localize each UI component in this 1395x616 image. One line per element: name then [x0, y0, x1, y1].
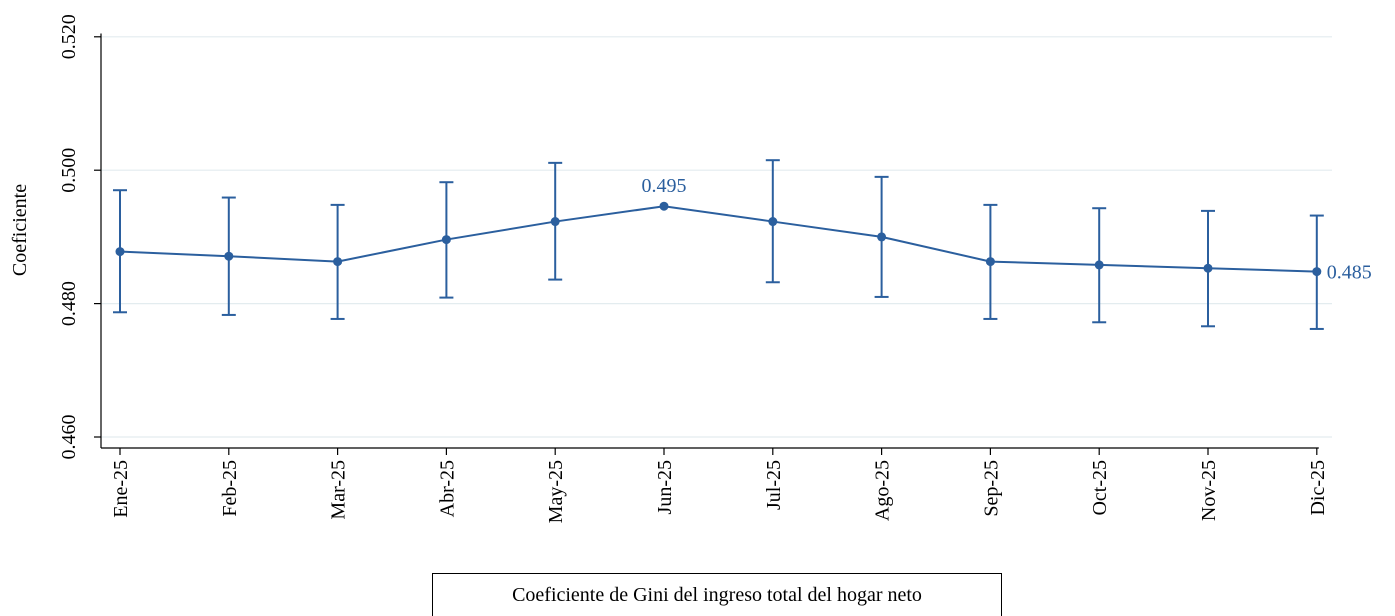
- data-point: [659, 201, 669, 211]
- x-tick-label: Abr-25: [436, 460, 458, 517]
- y-ticks: 0.460 0.480 0.500 0.520: [58, 14, 101, 460]
- x-tick-label: Feb-25: [219, 460, 241, 517]
- data-point: [1312, 267, 1322, 277]
- x-tick-label: Nov-25: [1198, 460, 1220, 521]
- data-point: [768, 217, 778, 227]
- x-tick-label: Jun-25: [654, 460, 676, 514]
- series-line: [119, 205, 1317, 273]
- y-tick-label: 0.520: [58, 14, 80, 59]
- data-point: [985, 257, 995, 267]
- y-tick-label: 0.460: [58, 415, 80, 460]
- y-axis-label: Coeficiente: [9, 184, 31, 276]
- x-tick-label: Dic-25: [1307, 460, 1329, 516]
- x-tick-label: Ago-25: [872, 460, 894, 521]
- data-labels: 0.495 0.485: [642, 175, 1372, 283]
- data-point: [877, 232, 887, 242]
- legend: Coeficiente de Gini del ingreso total de…: [432, 573, 1002, 616]
- x-ticks: Ene-25 Feb-25 Mar-25 Abr-25 May-25 Jun-25 Jul-…: [110, 448, 1329, 523]
- x-tick-label: Jul-25: [763, 460, 785, 510]
- data-label: 0.485: [1327, 262, 1372, 284]
- axes: [100, 33, 1319, 449]
- data-point: [115, 247, 125, 257]
- data-point: [1094, 260, 1104, 270]
- x-tick-label: Oct-25: [1089, 460, 1111, 516]
- x-tick-label: May-25: [545, 460, 567, 523]
- data-point: [441, 235, 451, 245]
- data-label: 0.495: [642, 175, 687, 197]
- data-point: [550, 217, 560, 227]
- x-tick-label: Mar-25: [328, 460, 350, 520]
- data-point: [333, 257, 343, 267]
- gridlines: [101, 36, 1332, 438]
- x-tick-label: Sep-25: [980, 460, 1002, 517]
- y-tick-label: 0.500: [58, 148, 80, 193]
- x-tick-label: Ene-25: [110, 460, 132, 518]
- data-points: [115, 201, 1322, 277]
- legend-label: Coeficiente de Gini del ingreso total de…: [512, 583, 922, 606]
- y-tick-label: 0.480: [58, 281, 80, 326]
- data-point: [224, 251, 234, 261]
- data-point: [1203, 263, 1213, 273]
